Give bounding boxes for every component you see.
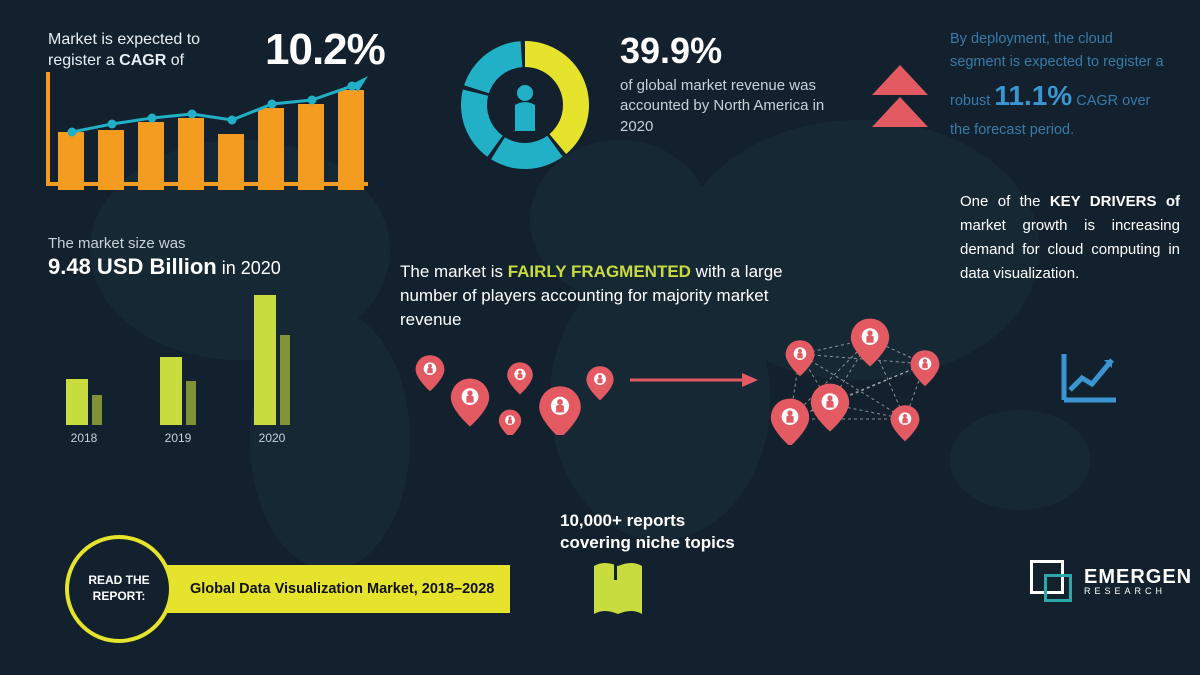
consolidation-arrow-icon	[630, 370, 760, 395]
read-badge-text: READ THE REPORT:	[69, 573, 169, 604]
size-bar-a	[66, 379, 88, 425]
donut-chart	[450, 30, 600, 180]
size-year-label: 2018	[48, 431, 120, 445]
market-size-text: The market size was 9.48 USD Billion in …	[48, 235, 281, 280]
donut-percent: 39.9%	[620, 30, 840, 72]
drivers-bold: KEY DRIVERS of	[1050, 193, 1180, 210]
read-report-badge[interactable]: READ THE REPORT:	[65, 535, 173, 643]
frag-pre: The market is	[400, 262, 508, 281]
donut-text: 39.9% of global market revenue was accou…	[620, 30, 840, 137]
report-title-bar[interactable]: Global Data Visualization Market, 2018–2…	[150, 565, 510, 613]
size-bar-a	[160, 357, 182, 425]
brand-logo: EMERGEN RESEARCH	[1030, 560, 1192, 604]
market-size-chart: 2018 2019 2020	[48, 295, 308, 445]
deploy-big: 11.1%	[994, 80, 1072, 111]
report-title: Global Data Visualization Market, 2018–2…	[190, 581, 494, 597]
reports-text: 10,000+ reports covering niche topics	[560, 510, 735, 554]
growth-line-icon	[1060, 350, 1120, 411]
drivers-pre: One of the	[960, 193, 1050, 210]
size-bar-a	[254, 295, 276, 425]
logo-sub: RESEARCH	[1084, 587, 1192, 596]
donut-sub: of global market revenue was accounted b…	[620, 76, 840, 137]
size-value-post: in 2020	[217, 258, 281, 278]
logo-mark-icon	[1030, 560, 1074, 604]
size-bar-group	[236, 295, 308, 425]
size-bar-group	[142, 357, 214, 425]
drivers-rest: market growth is increasing demand for c…	[960, 217, 1180, 282]
cagr-line	[48, 70, 388, 200]
size-year-label: 2020	[236, 431, 308, 445]
key-drivers-text: One of the KEY DRIVERS of market growth …	[960, 190, 1180, 286]
size-bar-group	[48, 379, 120, 425]
up-triangles-icon	[870, 65, 930, 140]
size-year-label: 2019	[142, 431, 214, 445]
logo-brand: EMERGEN	[1084, 566, 1192, 588]
reports-line2: covering niche topics	[560, 532, 735, 554]
frag-bold: FAIRLY FRAGMENTED	[508, 262, 691, 281]
size-bar-b	[280, 335, 290, 425]
pins-scattered-icon	[400, 325, 620, 440]
book-icon	[590, 560, 646, 627]
size-intro: The market size was	[48, 235, 186, 252]
reports-line1: 10,000+ reports	[560, 510, 735, 532]
cagr-chart	[48, 70, 354, 180]
fragmented-text: The market is FAIRLY FRAGMENTED with a l…	[400, 260, 820, 331]
deployment-text: By deployment, the cloud segment is expe…	[950, 28, 1170, 142]
size-value: 9.48 USD Billion	[48, 254, 217, 279]
pins-network-icon	[760, 315, 960, 450]
size-bar-b	[186, 381, 196, 425]
size-bar-b	[92, 395, 102, 425]
